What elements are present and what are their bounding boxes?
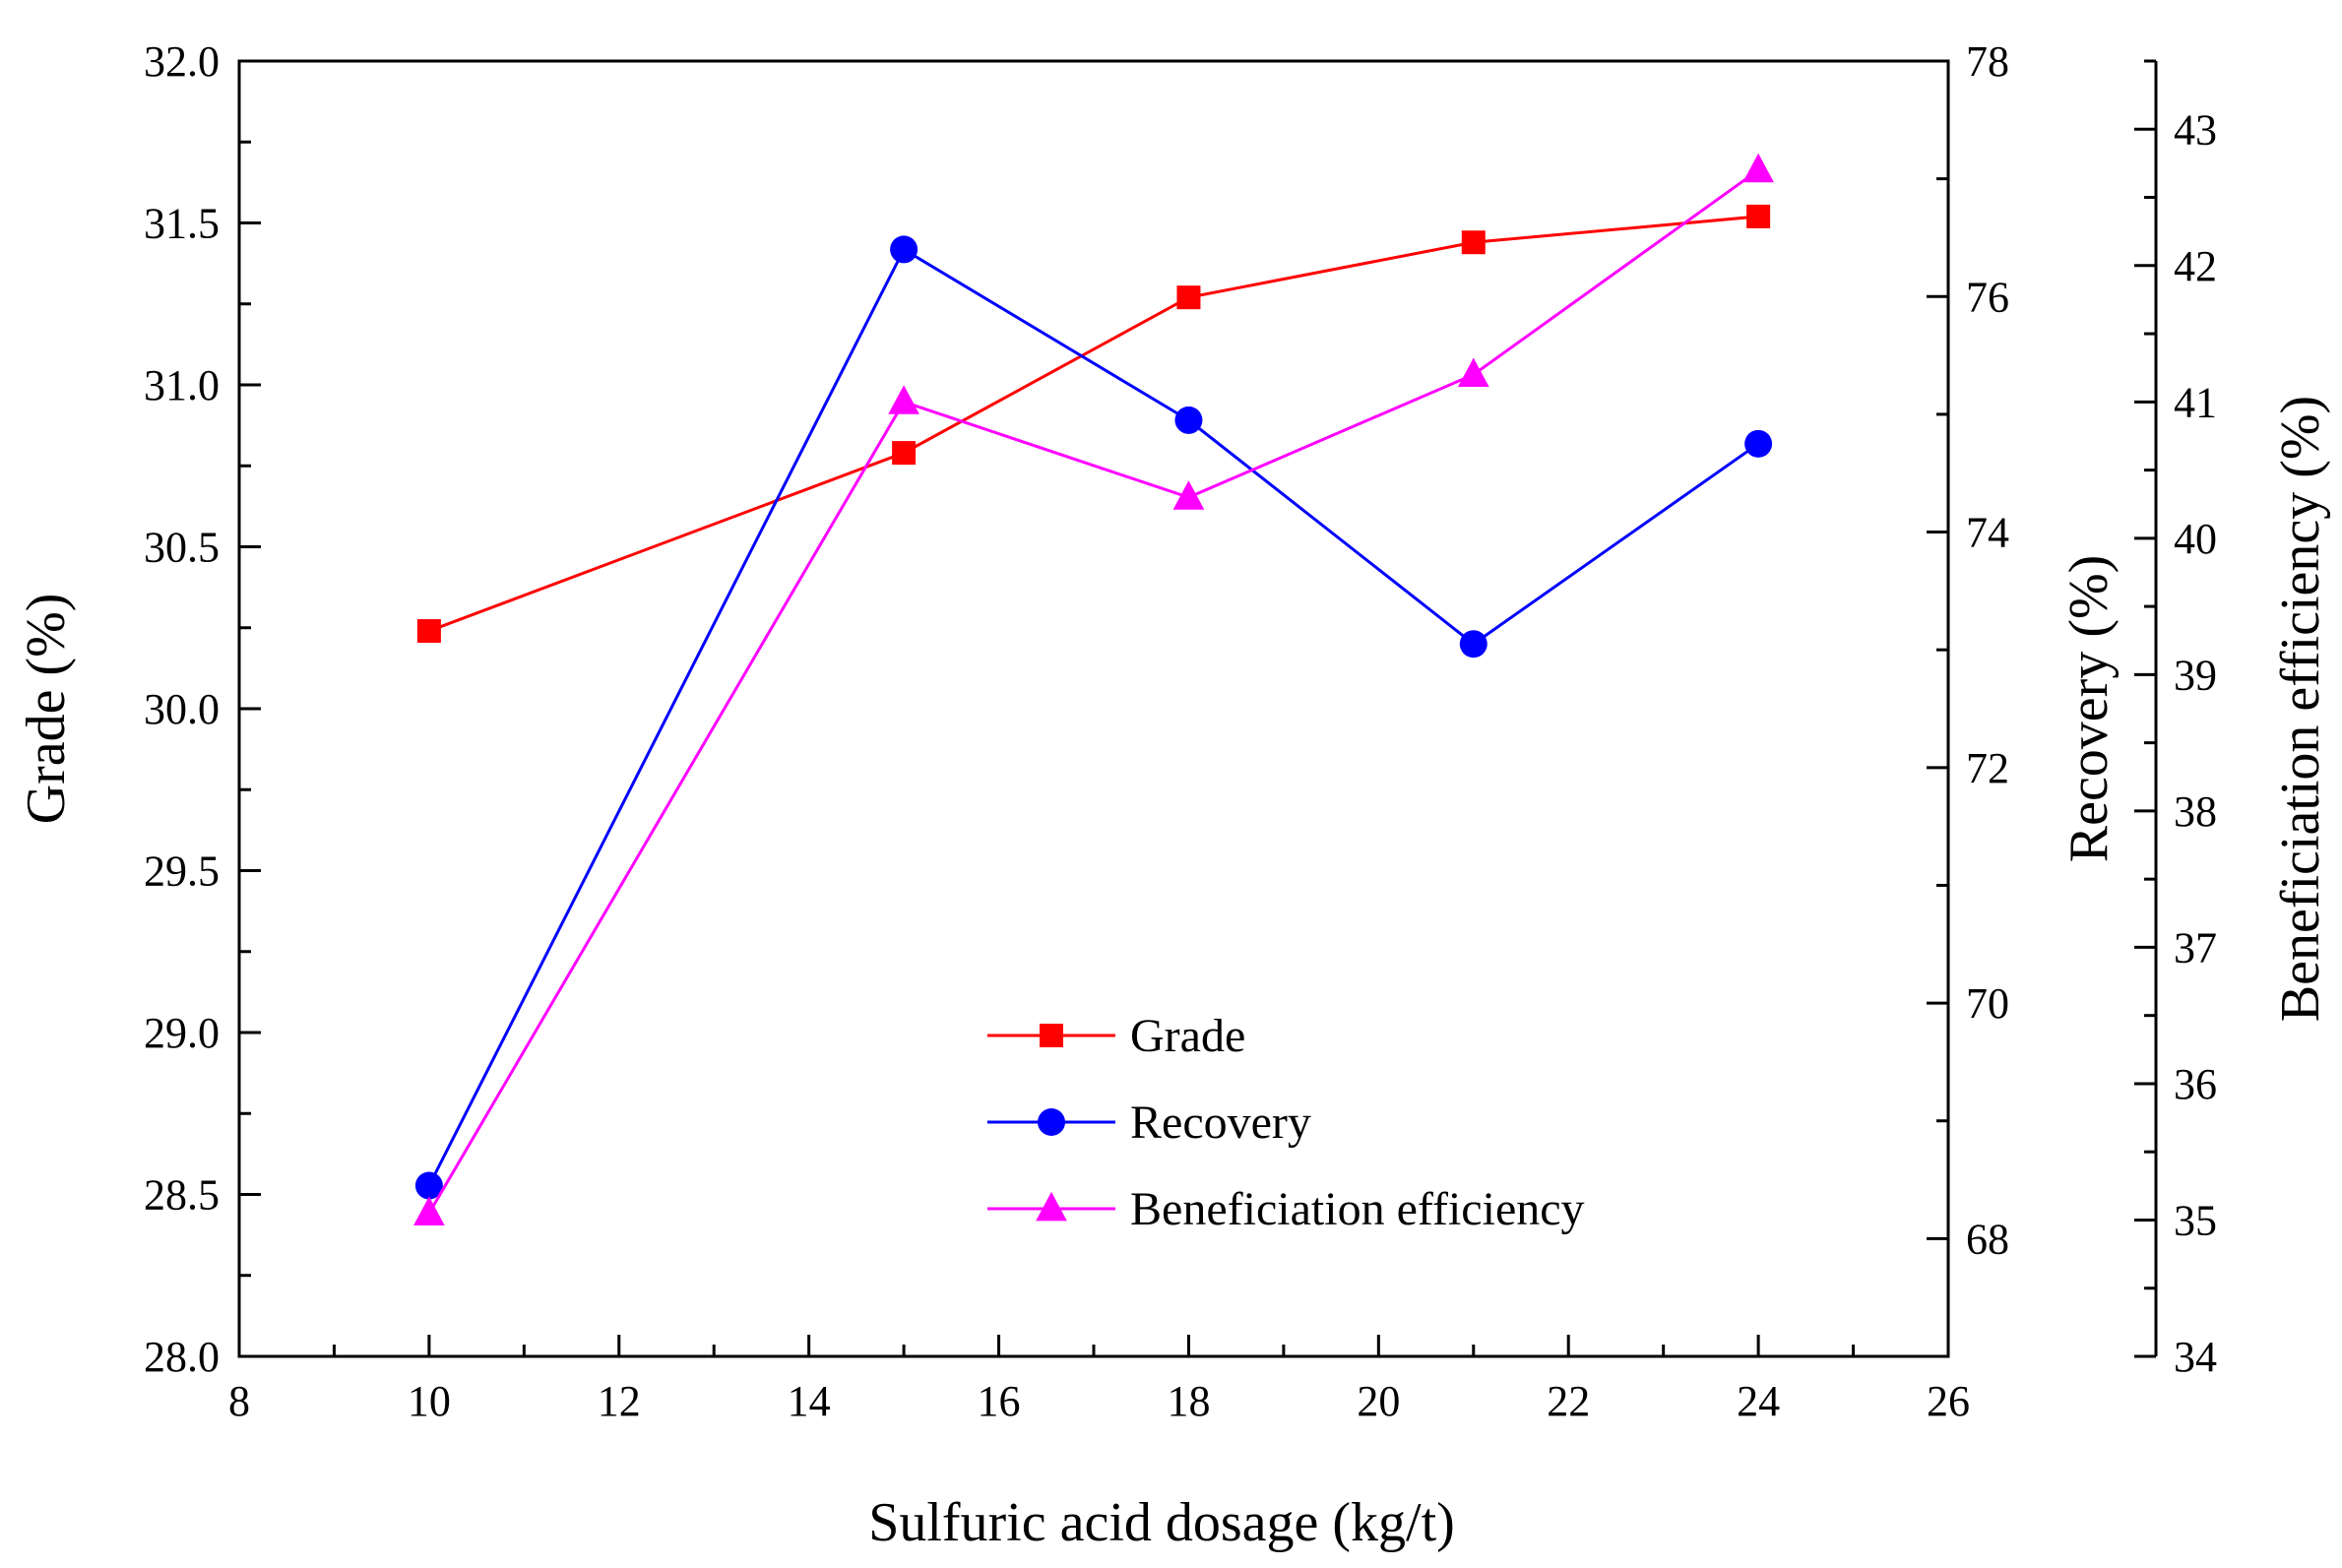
beneficiation-data-point [413,1196,445,1225]
grade-tick-label: 30.5 [144,524,220,572]
efficiency-axis-title: Beneficiation efficiency (%) [2270,396,2331,1022]
plot-border [237,59,1950,1358]
x-tick-label: 16 [978,1377,1021,1425]
beneficiation-data-point [1172,480,1205,510]
grade-series-line [428,215,1759,633]
x-axis: 8 10 12 14 16 18 20 22 24 26 [228,1335,1970,1425]
x-tick-label: 10 [408,1377,451,1425]
plot-frame [237,59,1950,1358]
grade-tick-label: 31.0 [144,361,220,409]
efficiency-tick-label: 40 [2174,515,2217,563]
grade-data-point [1746,204,1771,228]
recovery-data-point [414,1171,443,1200]
grade-data-point [892,441,917,466]
grade-tick-label: 30.0 [144,685,220,733]
efficiency-tick-label: 35 [2174,1196,2217,1244]
recovery-tick-label: 68 [1966,1215,2009,1263]
recovery-axis-title: Recovery (%) [2058,555,2120,863]
beneficiation-data-point [1457,357,1489,388]
beneficiation-series-line [427,168,1759,1215]
beneficiation-data-point [1742,153,1774,183]
x-tick-label: 8 [228,1377,250,1425]
recovery-series-line [427,247,1759,1187]
x-tick-label: 24 [1737,1377,1780,1425]
grade-data-point [1461,230,1486,255]
series-layer [413,153,1774,1225]
beneficiation-data-point [888,385,919,414]
grade-tick-label: 28.0 [144,1333,220,1381]
efficiency-axis: 34 35 36 37 38 39 40 41 42 43 [2134,59,2217,1381]
efficiency-tick-label: 43 [2174,105,2217,154]
recovery-axis: 68 70 72 74 76 78 [1927,37,2009,1358]
grade-tick-label: 32.0 [144,37,220,86]
grade-axis: 28.0 28.5 29.0 29.5 30.0 30.5 31.0 31.5 32.0 [144,37,261,1381]
legend-grade-marker [1040,1024,1063,1047]
x-tick-label: 18 [1167,1377,1210,1425]
efficiency-tick-label: 36 [2174,1060,2217,1108]
recovery-data-point [1459,630,1487,659]
legend-grade-label: Grade [1130,1010,1245,1062]
recovery-tick-label: 76 [1966,273,2009,321]
recovery-tick-label: 70 [1966,979,2009,1028]
legend-beneficiation-marker [1036,1191,1067,1222]
efficiency-tick-label: 37 [2174,923,2217,972]
recovery-data-point [1744,429,1773,458]
recovery-data-point [890,235,918,264]
grade-tick-label: 28.5 [144,1171,220,1220]
efficiency-tick-label: 42 [2174,242,2217,290]
x-tick-label: 22 [1547,1377,1590,1425]
grade-axis-title: Grade (%) [16,594,77,825]
grade-data-point [416,619,441,644]
x-tick-label: 12 [598,1377,641,1425]
legend-recovery-label: Recovery [1130,1097,1311,1149]
efficiency-tick-label: 38 [2174,787,2217,836]
x-axis-title: Sulfuric acid dosage (kg/t) [868,1492,1455,1553]
efficiency-tick-label: 39 [2174,651,2217,699]
x-tick-label: 20 [1357,1377,1400,1425]
legend-recovery-marker [1038,1108,1065,1136]
recovery-tick-label: 74 [1966,509,2009,557]
legend-beneficiation-label: Beneficiation efficiency [1130,1183,1585,1235]
efficiency-tick-label: 34 [2174,1333,2217,1381]
grade-tick-label: 31.5 [144,200,220,248]
legend: Grade Recovery Beneficiation efficiency [987,1010,1585,1235]
x-tick-label: 26 [1927,1377,1970,1425]
grade-tick-label: 29.0 [144,1009,220,1057]
grade-data-point [1176,285,1201,310]
efficiency-tick-label: 41 [2174,378,2217,426]
recovery-tick-label: 78 [1966,37,2009,86]
recovery-data-point [1174,406,1203,434]
grade-tick-label: 29.5 [144,847,220,896]
recovery-tick-label: 72 [1966,744,2009,792]
x-tick-label: 14 [788,1377,831,1425]
